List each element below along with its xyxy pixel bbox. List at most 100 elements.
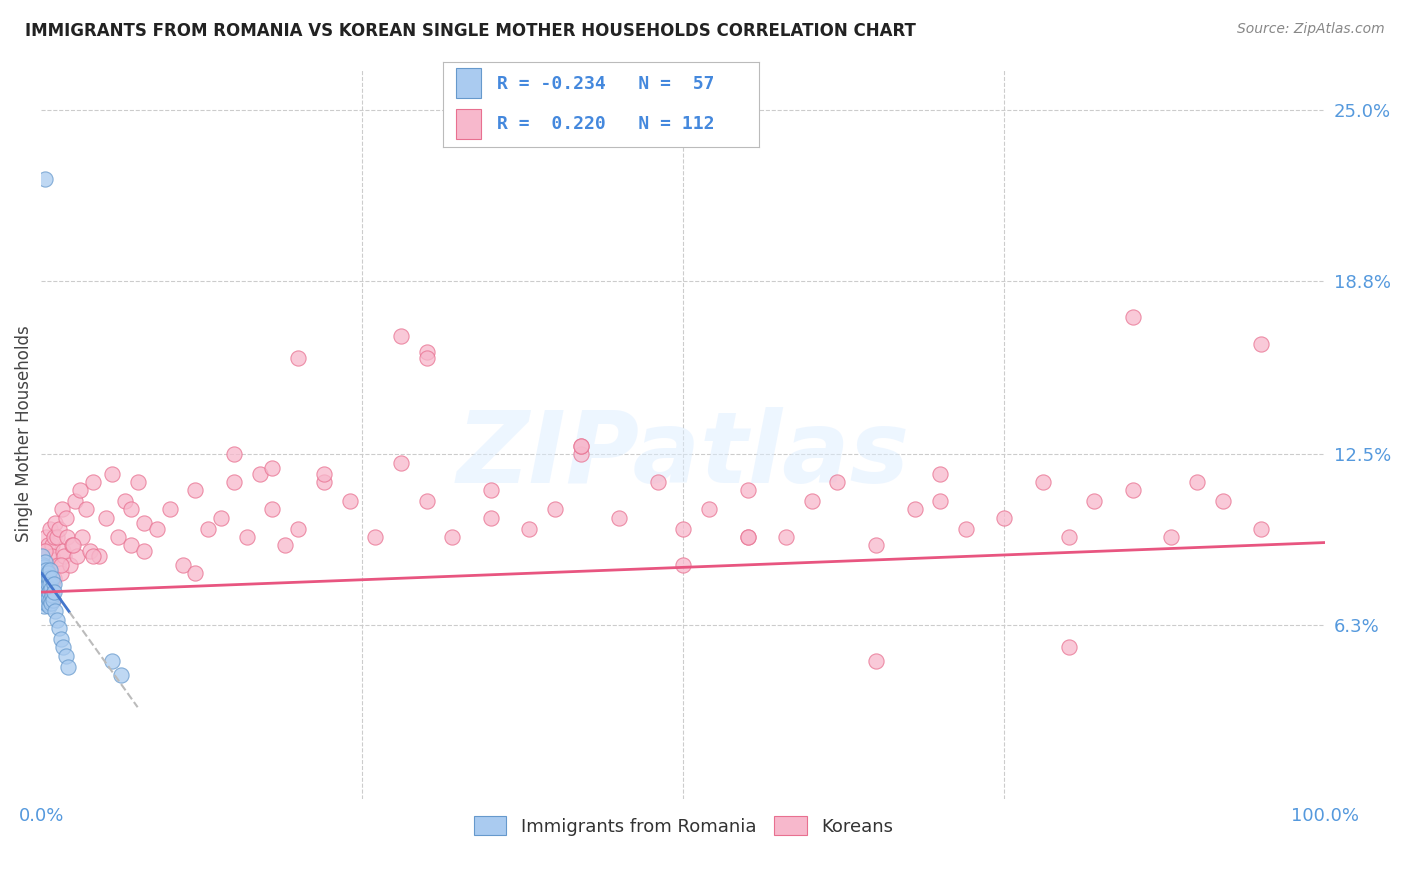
- Point: [287, 351, 309, 365]
- Point: [1057, 640, 1080, 655]
- Point: [1250, 337, 1272, 351]
- Point: [110, 668, 132, 682]
- Point: [35, 530, 58, 544]
- Point: [101, 654, 124, 668]
- Point: [39, 582, 62, 597]
- Point: [197, 522, 219, 536]
- Point: [32, 558, 55, 572]
- Point: [35, 577, 58, 591]
- Point: [32, 560, 55, 574]
- Point: [38, 522, 60, 536]
- Point: [364, 530, 387, 544]
- Point: [274, 538, 297, 552]
- Point: [262, 502, 284, 516]
- Point: [114, 494, 136, 508]
- Point: [865, 538, 887, 552]
- Point: [63, 494, 86, 508]
- Point: [222, 447, 245, 461]
- Point: [34, 555, 56, 569]
- Point: [48, 621, 70, 635]
- Point: [87, 549, 110, 564]
- Point: [569, 439, 592, 453]
- Point: [39, 563, 62, 577]
- Point: [32, 574, 55, 588]
- Point: [389, 456, 412, 470]
- Point: [37, 577, 59, 591]
- Point: [34, 571, 56, 585]
- Point: [75, 502, 97, 516]
- Point: [35, 563, 58, 577]
- Point: [737, 530, 759, 544]
- Point: [569, 447, 592, 461]
- Point: [544, 502, 567, 516]
- Point: [58, 558, 80, 572]
- Point: [107, 530, 129, 544]
- Y-axis label: Single Mother Households: Single Mother Households: [15, 326, 32, 542]
- Point: [132, 543, 155, 558]
- Point: [69, 483, 91, 498]
- Point: [101, 467, 124, 481]
- Point: [827, 475, 849, 489]
- Point: [42, 593, 65, 607]
- Point: [159, 502, 181, 516]
- Point: [993, 510, 1015, 524]
- Point: [46, 558, 69, 572]
- Point: [44, 585, 66, 599]
- Point: [737, 530, 759, 544]
- Point: [31, 582, 53, 597]
- Point: [82, 549, 104, 564]
- Point: [62, 538, 84, 552]
- Point: [1212, 494, 1234, 508]
- Point: [41, 538, 63, 552]
- Point: [607, 510, 630, 524]
- Point: [32, 568, 55, 582]
- Point: [172, 558, 194, 572]
- Point: [479, 510, 502, 524]
- Point: [800, 494, 823, 508]
- Point: [39, 585, 62, 599]
- Point: [929, 494, 952, 508]
- Point: [31, 577, 53, 591]
- Point: [35, 596, 58, 610]
- Point: [1185, 475, 1208, 489]
- Point: [45, 530, 67, 544]
- Point: [49, 566, 72, 580]
- Point: [287, 522, 309, 536]
- Point: [44, 516, 66, 531]
- Point: [32, 588, 55, 602]
- Point: [38, 585, 60, 599]
- Point: [415, 351, 437, 365]
- Point: [31, 571, 53, 585]
- Point: [569, 439, 592, 453]
- Point: [1250, 522, 1272, 536]
- Point: [49, 632, 72, 646]
- Point: [37, 549, 59, 564]
- Point: [39, 596, 62, 610]
- Point: [34, 577, 56, 591]
- FancyBboxPatch shape: [456, 109, 481, 139]
- Point: [41, 588, 63, 602]
- Point: [312, 475, 335, 489]
- Point: [31, 549, 53, 564]
- Point: [37, 577, 59, 591]
- Point: [312, 467, 335, 481]
- Point: [32, 563, 55, 577]
- Point: [52, 543, 75, 558]
- Point: [42, 577, 65, 591]
- Point: [60, 538, 83, 552]
- Point: [339, 494, 361, 508]
- Point: [184, 566, 207, 580]
- Point: [865, 654, 887, 668]
- Point: [41, 577, 63, 591]
- Point: [37, 591, 59, 605]
- Point: [32, 558, 55, 572]
- Point: [38, 571, 60, 585]
- Point: [672, 558, 695, 572]
- Point: [31, 585, 53, 599]
- Point: [415, 345, 437, 359]
- Text: R =  0.220   N = 112: R = 0.220 N = 112: [496, 115, 714, 133]
- Point: [955, 522, 977, 536]
- Point: [82, 475, 104, 489]
- Point: [34, 566, 56, 580]
- Point: [38, 593, 60, 607]
